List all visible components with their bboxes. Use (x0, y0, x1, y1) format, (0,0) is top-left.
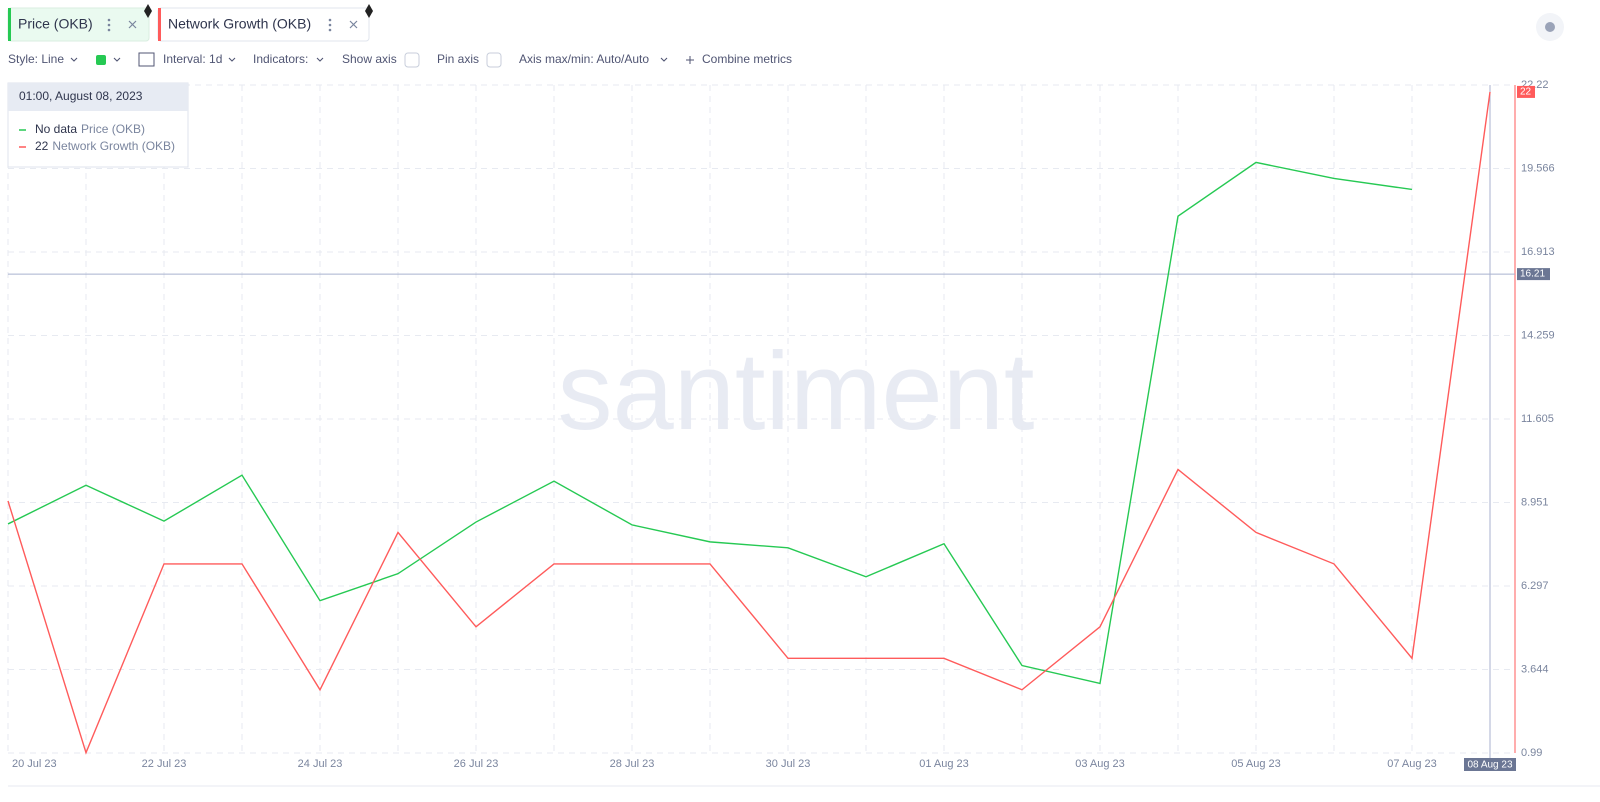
x-tick-label: 20 Jul 23 (12, 758, 57, 770)
x-tick-label: 30 Jul 23 (766, 758, 811, 770)
legend-label: Price (OKB) (81, 122, 145, 136)
value-tag-bg (1517, 85, 1535, 98)
crosshair-x-label-bg (1464, 758, 1516, 771)
y-tick-label: 6.297 (1521, 580, 1549, 592)
tab-color (158, 8, 161, 41)
tab-close-icon[interactable] (349, 20, 358, 29)
y-tick-label: 19.566 (1521, 162, 1555, 174)
y-tick-label: 8.951 (1521, 496, 1549, 508)
value-tag: 22 (1520, 87, 1532, 98)
x-tick-label: 24 Jul 23 (298, 758, 343, 770)
y-tick-label: 16.913 (1521, 246, 1555, 258)
legend-label: Network Growth (OKB) (52, 139, 175, 153)
combine-button[interactable]: Combine metrics (702, 52, 792, 66)
x-tick-label: 01 Aug 23 (919, 758, 969, 770)
crosshair-x-label: 08 Aug 23 (1467, 760, 1512, 771)
tooltip-date: 01:00, August 08, 2023 (19, 89, 143, 103)
interval-icon (138, 52, 155, 67)
crosshair-y-label: 16.21 (1520, 269, 1545, 280)
x-tick-label: 26 Jul 23 (454, 758, 499, 770)
watermark: santiment (558, 330, 1035, 453)
x-tick-label: 22 Jul 23 (142, 758, 187, 770)
pin-axis-toggle[interactable]: Pin axis (437, 52, 479, 66)
color-select[interactable] (96, 55, 106, 65)
y-tick-label: 0.99 (1521, 747, 1542, 759)
y-tick-label: 14.259 (1521, 329, 1555, 341)
y-tick-label: 11.605 (1521, 413, 1554, 425)
tab-label[interactable]: Network Growth (OKB) (168, 16, 311, 32)
legend-value: 22 (35, 139, 49, 153)
tooltip-header (8, 83, 188, 111)
eth-icon (144, 4, 152, 18)
x-tick-label: 05 Aug 23 (1231, 758, 1281, 770)
indicators-select[interactable]: Indicators: (253, 52, 308, 66)
y-tick-label: 3.644 (1521, 663, 1549, 675)
show-axis-toggle[interactable]: Show axis (342, 52, 397, 66)
tab-close-icon[interactable] (128, 20, 137, 29)
checkbox[interactable] (404, 52, 420, 68)
legend-value: No data (35, 122, 77, 136)
series-line (7, 161, 1413, 685)
chevrons (70, 57, 668, 62)
menu-button-dot (1545, 22, 1555, 32)
x-tick-label: 07 Aug 23 (1387, 758, 1437, 770)
tab-color (8, 8, 11, 41)
crosshair-y-label-bg (1517, 268, 1550, 281)
plus-icon (686, 56, 694, 64)
tab-label[interactable]: Price (OKB) (18, 16, 93, 32)
x-tick-label: 28 Jul 23 (610, 758, 655, 770)
style-select[interactable]: Style: Line (8, 52, 64, 66)
tab-menu-icon[interactable] (107, 18, 111, 32)
axis-minmax-select[interactable]: Axis max/min: Auto/Auto (519, 52, 649, 66)
eth-icon (365, 4, 373, 18)
interval-select[interactable]: Interval: 1d (163, 52, 222, 66)
x-tick-label: 03 Aug 23 (1075, 758, 1125, 770)
checkbox[interactable] (486, 52, 502, 68)
tab-menu-icon[interactable] (328, 18, 332, 32)
series-line (7, 91, 1491, 755)
